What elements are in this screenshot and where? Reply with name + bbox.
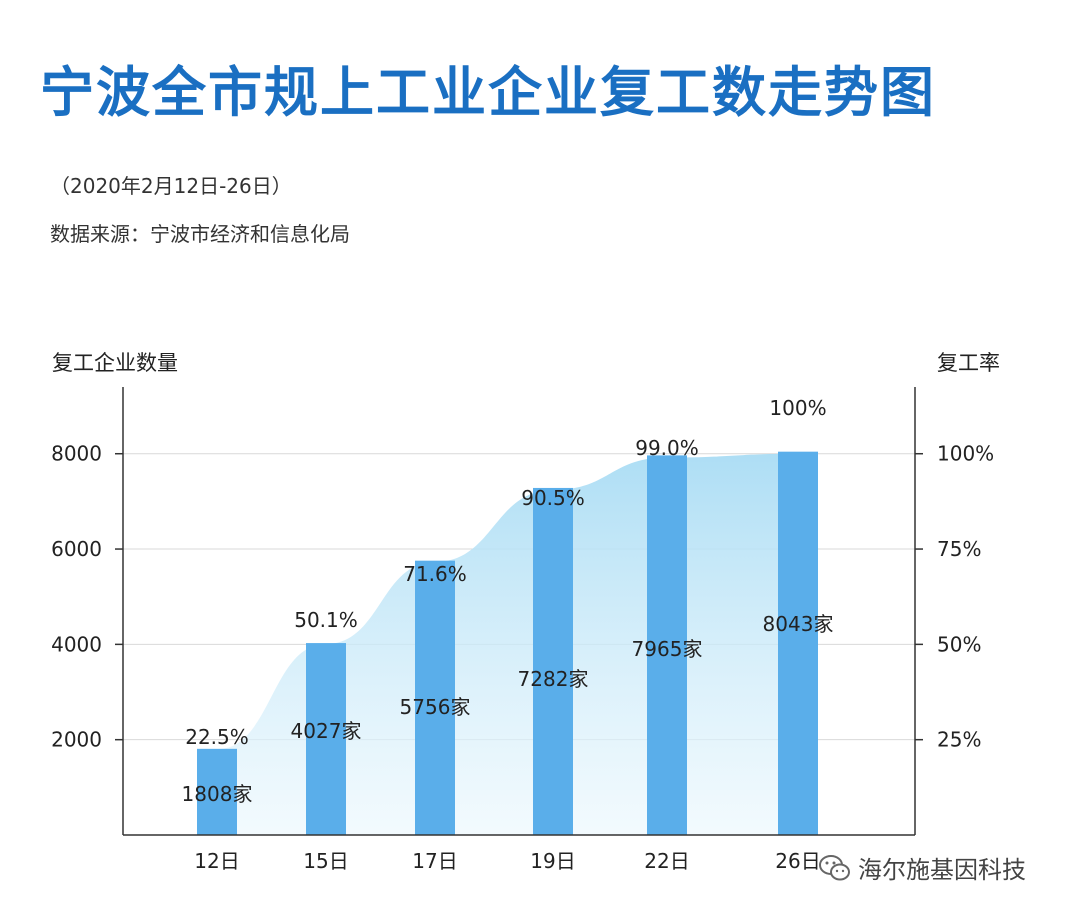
y-right-tick-label: 25% bbox=[937, 728, 981, 752]
x-tick-label: 15日 bbox=[303, 849, 348, 873]
watermark: 海尔施基因科技 bbox=[818, 850, 1026, 885]
bar-data-label: 4027家 bbox=[291, 719, 362, 743]
y-tick-label: 6000 bbox=[51, 537, 102, 561]
bar bbox=[647, 455, 687, 835]
y-axis-title: 复工企业数量 bbox=[52, 351, 178, 375]
rate-data-label: 90.5% bbox=[521, 486, 585, 510]
bar bbox=[415, 560, 455, 835]
bar-data-label: 8043家 bbox=[763, 612, 834, 636]
y-right-tick-label: 100% bbox=[937, 442, 994, 466]
bar bbox=[306, 643, 346, 835]
bar bbox=[533, 487, 573, 835]
y-tick-label: 4000 bbox=[51, 632, 102, 656]
x-tick-label: 12日 bbox=[194, 849, 239, 873]
y-tick-label: 2000 bbox=[51, 728, 102, 752]
bar-data-label: 5756家 bbox=[400, 695, 471, 719]
date-range-subtitle: （2020年2月12日-26日） bbox=[50, 174, 292, 198]
page-title: 宁波全市规上工业企业复工数走势图 bbox=[40, 61, 936, 124]
rate-data-label: 22.5% bbox=[185, 725, 249, 749]
watermark-text: 海尔施基因科技 bbox=[858, 856, 1026, 884]
bar-data-label: 1808家 bbox=[182, 782, 253, 806]
y-right-tick-label: 75% bbox=[937, 537, 981, 561]
rate-data-label: 50.1% bbox=[294, 608, 358, 632]
data-source-note: 数据来源：宁波市经济和信息化局 bbox=[50, 222, 350, 246]
bar-data-label: 7282家 bbox=[518, 667, 589, 691]
y-tick-label: 8000 bbox=[51, 442, 102, 466]
y-right-axis-title: 复工率 bbox=[937, 351, 1000, 375]
x-tick-label: 26日 bbox=[775, 849, 820, 873]
bar bbox=[778, 451, 818, 835]
bar bbox=[197, 748, 237, 835]
wechat-icon bbox=[819, 854, 850, 880]
x-tick-label: 19日 bbox=[530, 849, 575, 873]
rate-data-label: 71.6% bbox=[403, 562, 467, 586]
bar-data-label: 7965家 bbox=[632, 637, 703, 661]
y-right-tick-label: 50% bbox=[937, 632, 981, 656]
rate-data-label: 100% bbox=[769, 396, 826, 420]
x-tick-label: 17日 bbox=[412, 849, 457, 873]
x-tick-label: 22日 bbox=[644, 849, 689, 873]
rate-data-label: 99.0% bbox=[635, 436, 699, 460]
